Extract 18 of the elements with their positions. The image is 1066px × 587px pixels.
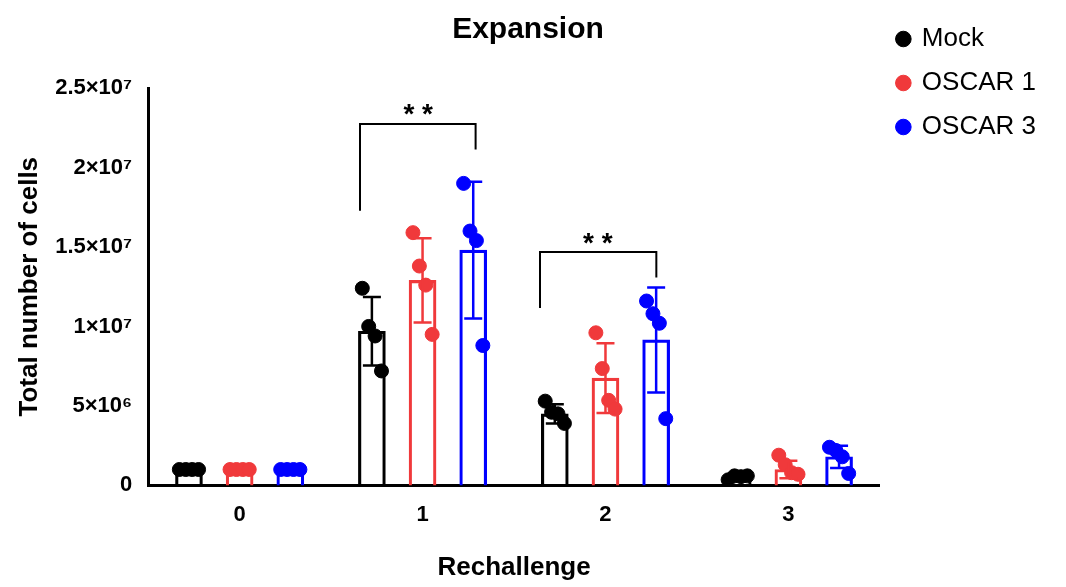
x-tick-label: 0 [233, 500, 246, 526]
y-tick-label: 1.5×10⁷ [55, 233, 133, 259]
y-tick-label: 2.5×10⁷ [55, 74, 133, 100]
legend-label: Mock [921, 22, 985, 53]
x-axis-title: Rechallenge [437, 550, 591, 581]
x-tick-label: 3 [782, 500, 795, 526]
legend-label: OSCAR 1 [921, 66, 1037, 97]
annotation: * * [403, 98, 434, 130]
y-tick-label: 1×10⁷ [73, 312, 133, 338]
y-tick-label: 2×10⁷ [73, 153, 133, 179]
y-axis-title: Total number of cells [12, 156, 43, 417]
x-tick-label: 1 [416, 500, 429, 526]
y-tick-label: 0 [119, 471, 133, 497]
chart-title: Expansion [452, 11, 604, 45]
legend-label: OSCAR 3 [921, 110, 1037, 141]
y-tick-label: 5×10⁶ [72, 391, 133, 417]
annotation: * * [583, 226, 613, 258]
x-tick-label: 2 [599, 500, 612, 526]
